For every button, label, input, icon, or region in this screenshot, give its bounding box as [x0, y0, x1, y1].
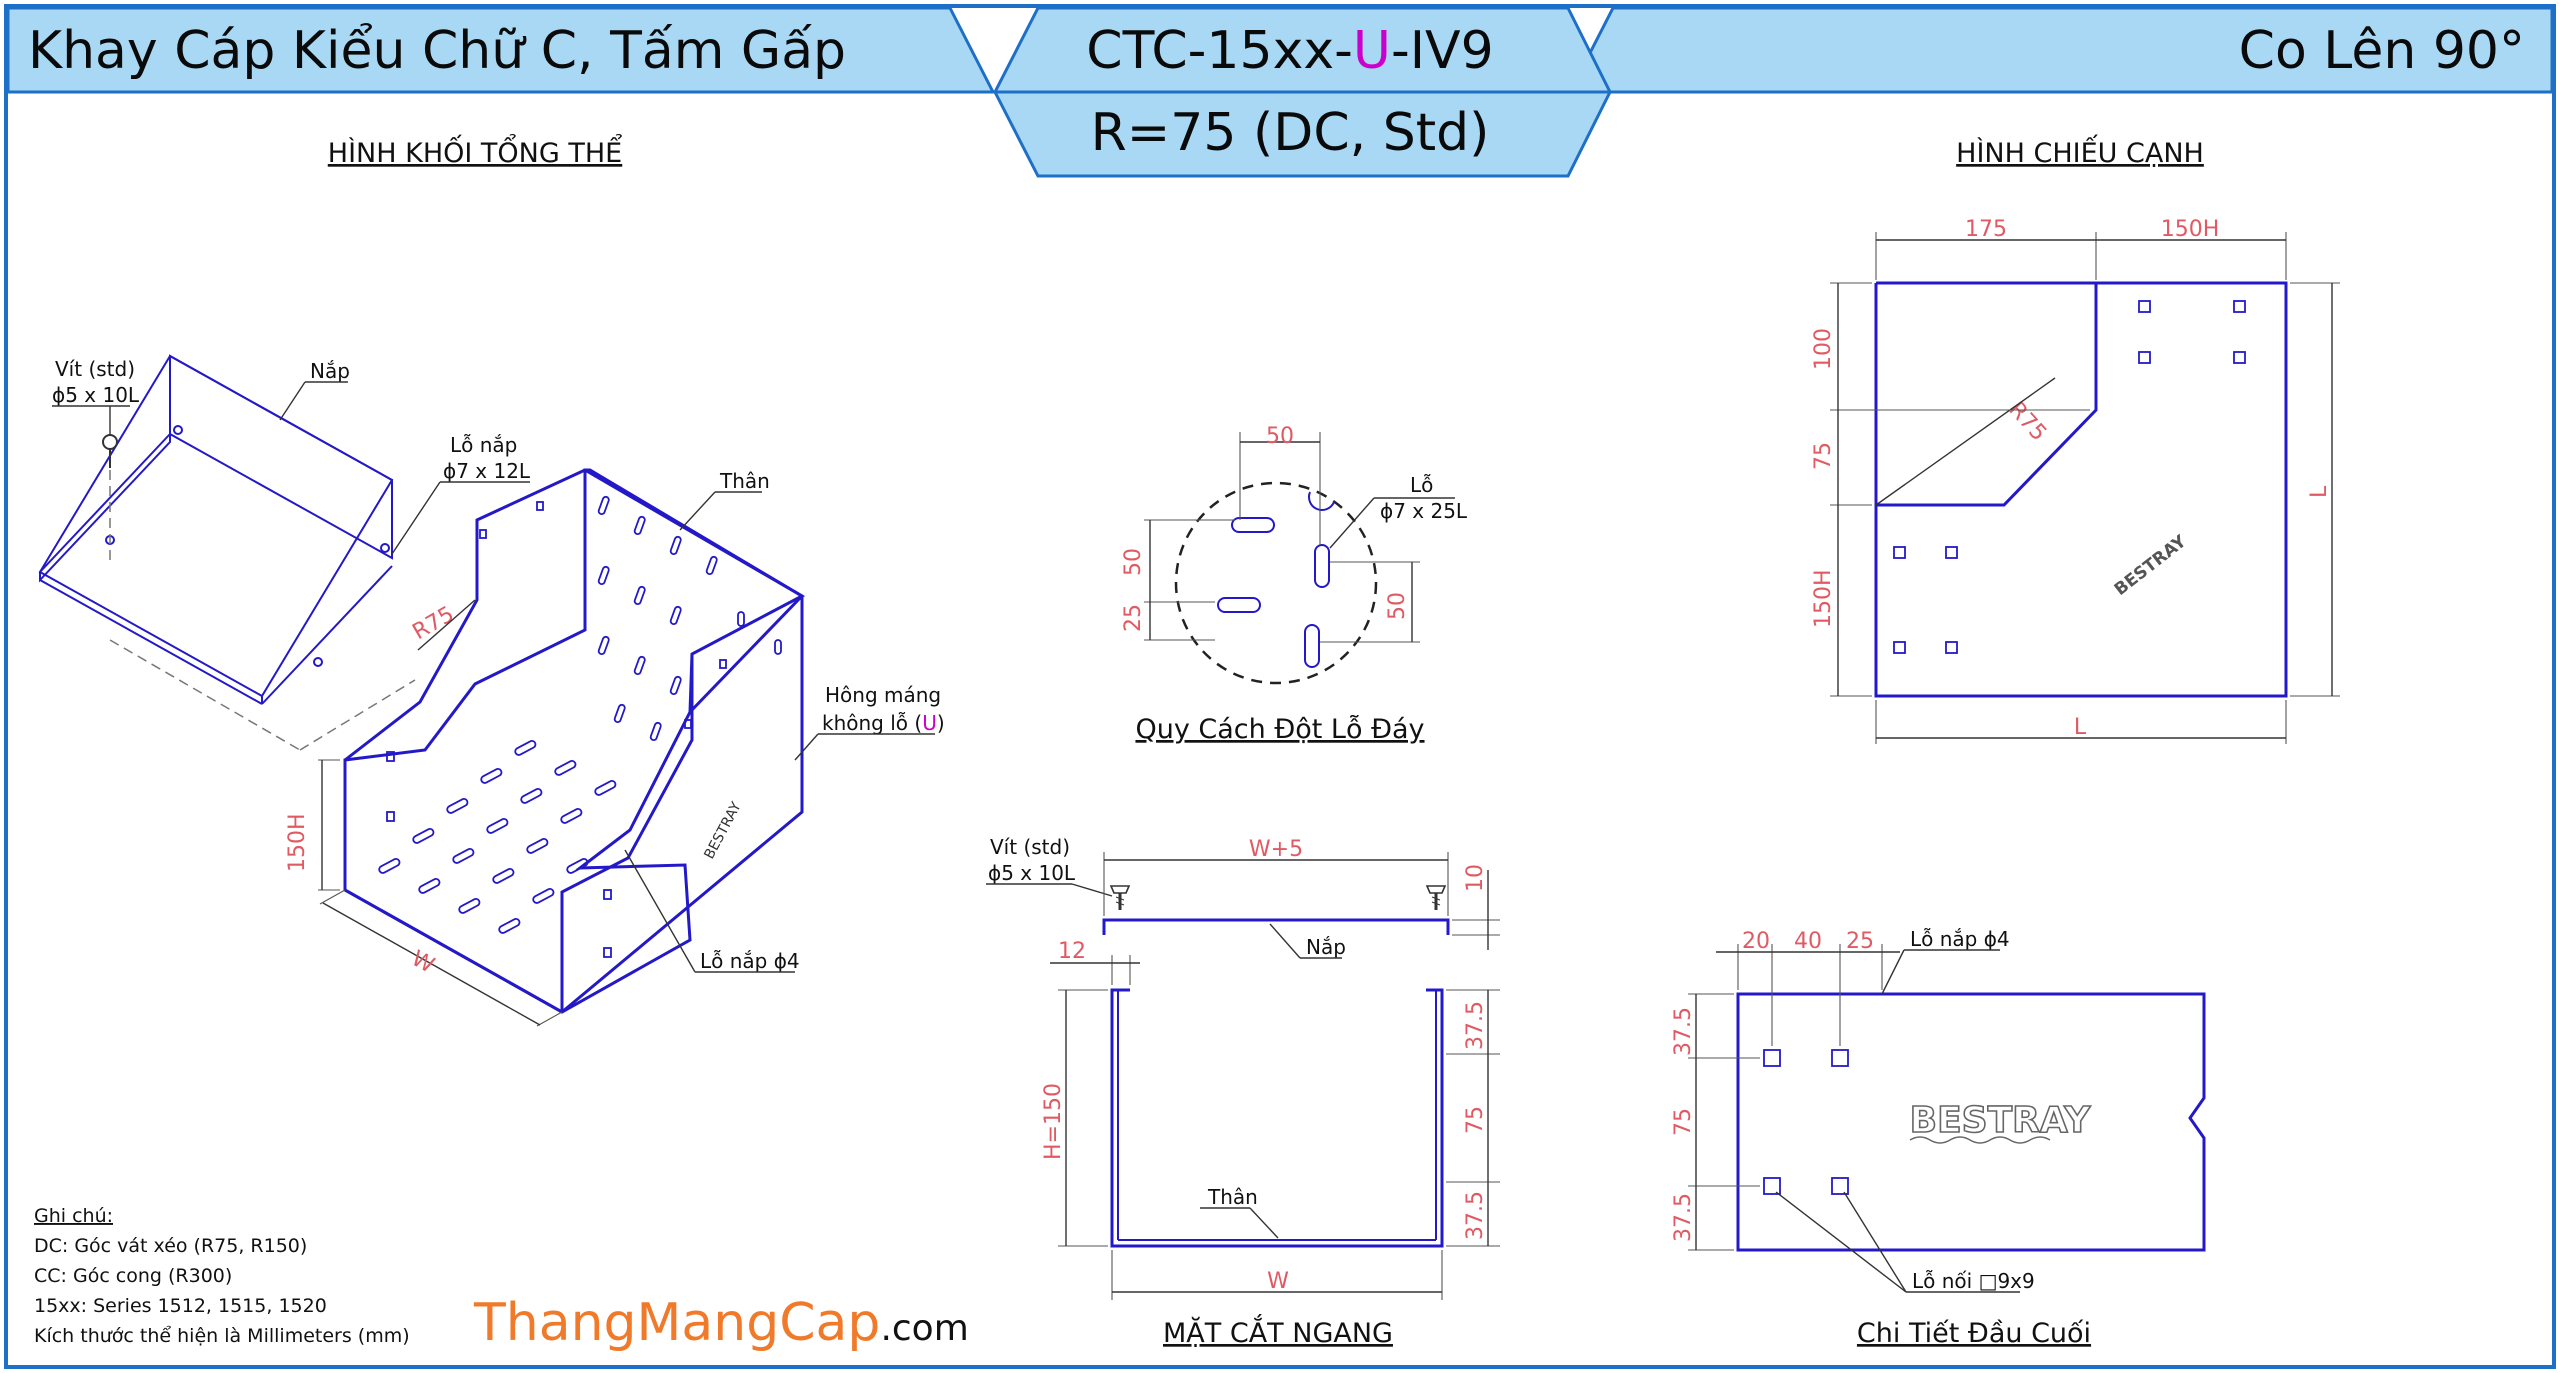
- notes: Ghi chú: DC: Góc vát xéo (R75, R150) CC:…: [34, 1205, 410, 1347]
- iso-view-title: HÌNH KHỐI TỔNG THỂ: [328, 134, 622, 169]
- hole-dim-right: 50: [1385, 592, 1410, 620]
- side-holes: [1893, 300, 2246, 654]
- section-dim-bottom: W: [1267, 1269, 1289, 1294]
- end-outline: [1736, 992, 2206, 1252]
- side-dim-right: L: [2307, 485, 2332, 498]
- screw-icon: [1425, 885, 1447, 910]
- side-highlight: U: [922, 711, 937, 735]
- brand-watermark: ThangMangCap.com: [473, 1293, 969, 1353]
- hole-slot-middle: [1217, 597, 1261, 613]
- section-screw-label-1: Vít (std): [990, 835, 1070, 859]
- header-right-title: Co Lên 90°: [2239, 21, 2525, 81]
- iso-small-hole-label: Lỗ nắp ϕ4: [700, 949, 800, 973]
- iso-screw-label-1: Vít (std): [55, 357, 135, 381]
- iso-side-label-1: Hông máng: [825, 683, 941, 707]
- iso-cover-hole-label-1: Lỗ nắp: [450, 433, 517, 457]
- section-dim-right-c: 37.5: [1463, 1191, 1488, 1240]
- hole-dim-top: 50: [1266, 424, 1294, 449]
- end-dim-left-a: 37.5: [1671, 1007, 1696, 1056]
- section-dim-top: W+5: [1249, 837, 1303, 862]
- side-dim-left-b: 75: [1811, 442, 1836, 470]
- code-highlight: U: [1353, 21, 1391, 81]
- header-radius: R=75 (DC, Std): [1091, 103, 1490, 163]
- hole-label-2: ϕ7 x 25L: [1380, 499, 1468, 523]
- title-block: Khay Cáp Kiểu Chữ C, Tấm Gấp CTC-15xx-U-…: [6, 6, 2554, 178]
- iso-screw-label-2: ϕ5 x 10L: [52, 383, 140, 407]
- end-holes: [1763, 1049, 1849, 1195]
- section-dim-right-b: 75: [1463, 1106, 1488, 1134]
- iso-height-dim: 150H: [285, 759, 340, 891]
- section-body: [1110, 988, 1444, 1248]
- end-dim-top-c: 25: [1846, 929, 1874, 954]
- section-title: MẶT CẮT NGANG: [1163, 1314, 1393, 1349]
- header-left-title: Khay Cáp Kiểu Chữ C, Tấm Gấp: [28, 21, 846, 81]
- iso-small-holes: [386, 501, 727, 958]
- end-cover-hole-label: Lỗ nắp ϕ4: [1910, 927, 2010, 951]
- section-cover-label: Nắp: [1306, 935, 1346, 959]
- section-dim-lip: 12: [1058, 939, 1086, 964]
- side-dim-left-c: 150H: [1811, 569, 1836, 628]
- notes-heading: Ghi chú:: [34, 1205, 113, 1227]
- iso-cover-hole-label-2: ϕ7 x 12L: [443, 459, 531, 483]
- iso-body-label: Thân: [719, 469, 770, 493]
- end-brand-logo: BESTRAY: [1910, 1100, 2092, 1141]
- sheet-border: [4, 4, 2556, 1369]
- header-left-panel: [6, 6, 996, 94]
- screw-icon: [1109, 885, 1131, 910]
- hole-slot-right-upper: [1314, 544, 1330, 588]
- notes-line-2: CC: Góc cong (R300): [34, 1265, 232, 1287]
- header-code: CTC-15xx-U-IV9: [1086, 21, 1493, 81]
- hole-spec-circle: [1174, 481, 1378, 685]
- end-dim-left-b: 75: [1671, 1108, 1696, 1136]
- iso-side-label-2: không lỗ (U): [822, 711, 945, 735]
- side-view-title: HÌNH CHIẾU CẠNH: [1956, 134, 2204, 169]
- hole-dim-left-b: 25: [1121, 604, 1146, 632]
- section-cover: [1102, 918, 1450, 935]
- notes-line-4: Kích thước thể hiện là Millimeters (mm): [34, 1325, 410, 1347]
- iso-height-label: 150H: [285, 813, 310, 872]
- section-dim-right-a: 37.5: [1463, 1001, 1488, 1050]
- section-body-label: Thân: [1207, 1185, 1258, 1209]
- iso-body-slots: [597, 495, 782, 742]
- hole-spec-title: Quy Cách Đột Lỗ Đáy: [1135, 714, 1424, 745]
- iso-cover: [38, 354, 394, 705]
- notes-line-3: 15xx: Series 1512, 1515, 1520: [34, 1295, 327, 1317]
- end-detail-view: BESTRAY 20 40 25 Lỗ nắp ϕ4 37.5 75 37.5 …: [1671, 927, 2206, 1349]
- end-dim-top-a: 20: [1742, 929, 1770, 954]
- side-dim-top-a: 175: [1965, 217, 2007, 242]
- section-dim-height: H=150: [1041, 1083, 1066, 1160]
- hole-dim-left-a: 50: [1121, 548, 1146, 576]
- side-dim-top-b: 150H: [2161, 217, 2220, 242]
- hole-label-1: Lỗ: [1410, 473, 1433, 497]
- hole-slot-right-lower: [1304, 624, 1320, 668]
- hole-spec-view: 50 50 25 50 Lỗ ϕ7 x 25L Quy Cách Đột Lỗ …: [1121, 424, 1468, 745]
- iso-bottom-slots: [378, 740, 617, 934]
- end-detail-title: Chi Tiết Đầu Cuối: [1857, 1318, 2091, 1349]
- section-dim-right-top: 10: [1463, 864, 1488, 892]
- end-dim-left-c: 37.5: [1671, 1193, 1696, 1242]
- side-dim-left-a: 100: [1811, 328, 1836, 370]
- section-screw-label-2: ϕ5 x 10L: [988, 861, 1076, 885]
- notes-line-1: DC: Góc vát xéo (R75, R150): [34, 1235, 307, 1257]
- section-view: Vít (std) ϕ5 x 10L W+5 10 12 Nắp H=150: [986, 835, 1500, 1349]
- header-radius-panel: [992, 90, 1613, 178]
- footer-brand: ThangMangCap.com: [473, 1293, 969, 1353]
- side-dim-bottom: L: [2074, 715, 2087, 740]
- end-joint-hole-label: Lỗ nối □9x9: [1912, 1269, 2035, 1293]
- end-dim-top-b: 40: [1794, 929, 1822, 954]
- iso-cover-label: Nắp: [310, 359, 350, 383]
- hole-slot-top: [1231, 517, 1275, 533]
